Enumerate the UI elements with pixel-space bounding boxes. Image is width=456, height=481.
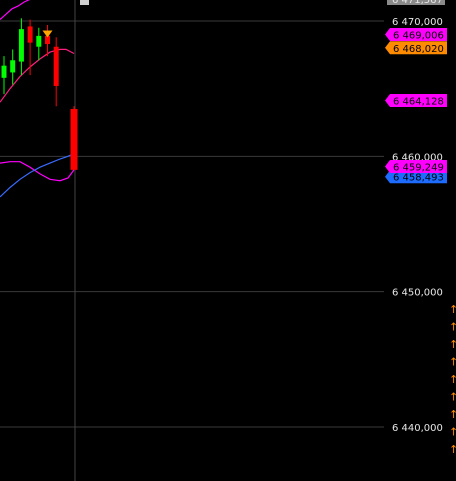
up-arrow-icon: ↑ bbox=[449, 443, 456, 456]
candle-body[interactable] bbox=[27, 26, 33, 43]
up-arrow-icon: ↑ bbox=[449, 408, 456, 421]
up-arrow-icon: ↑ bbox=[449, 303, 456, 316]
candle-body[interactable] bbox=[70, 108, 78, 170]
y-tick-label: 6 450,000 bbox=[392, 288, 443, 299]
price-badge bbox=[385, 93, 447, 107]
candle-body[interactable] bbox=[45, 35, 50, 45]
price-badge-label: 6 468,020 bbox=[393, 44, 444, 55]
up-arrow-icon: ↑ bbox=[449, 426, 456, 439]
up-arrow-icon: ↑ bbox=[449, 321, 456, 334]
indicator-line-1 bbox=[0, 0, 30, 21]
price-badge bbox=[385, 159, 447, 173]
price-badge bbox=[385, 27, 447, 41]
indicator-line-2 bbox=[0, 48, 75, 103]
price-badge-label: 6 459,249 bbox=[393, 162, 444, 173]
indicator-line-3 bbox=[0, 161, 75, 182]
price-badge-label: 6 469,006 bbox=[393, 30, 444, 41]
price-badge bbox=[385, 170, 447, 184]
candle-body[interactable] bbox=[18, 29, 24, 62]
scroll-handle[interactable] bbox=[80, 0, 89, 5]
price-badge bbox=[385, 41, 447, 55]
price-badge-label: 6 458,493 bbox=[393, 173, 444, 184]
indicator-line-4 bbox=[0, 153, 75, 198]
candle-body[interactable] bbox=[1, 65, 7, 78]
up-arrow-icon: ↑ bbox=[449, 373, 456, 386]
candle-body[interactable] bbox=[36, 35, 42, 47]
candle-body[interactable] bbox=[10, 60, 16, 73]
y-tick-label: 6 460,000 bbox=[392, 152, 443, 163]
candle-body[interactable] bbox=[53, 46, 59, 86]
up-arrow-icon: ↑ bbox=[449, 356, 456, 369]
y-tick-label: 6 470,000 bbox=[392, 17, 443, 28]
up-arrow-icon: ↑ bbox=[449, 338, 456, 351]
up-arrow-icon: ↑ bbox=[449, 391, 456, 404]
top-axis-badge bbox=[387, 0, 445, 5]
y-tick-label: 6 440,000 bbox=[392, 423, 443, 434]
sell-signal-arrow-icon bbox=[42, 30, 53, 38]
top-axis-label: 6 471,567 bbox=[392, 0, 443, 6]
price-badge-label: 6 464,128 bbox=[393, 96, 444, 107]
